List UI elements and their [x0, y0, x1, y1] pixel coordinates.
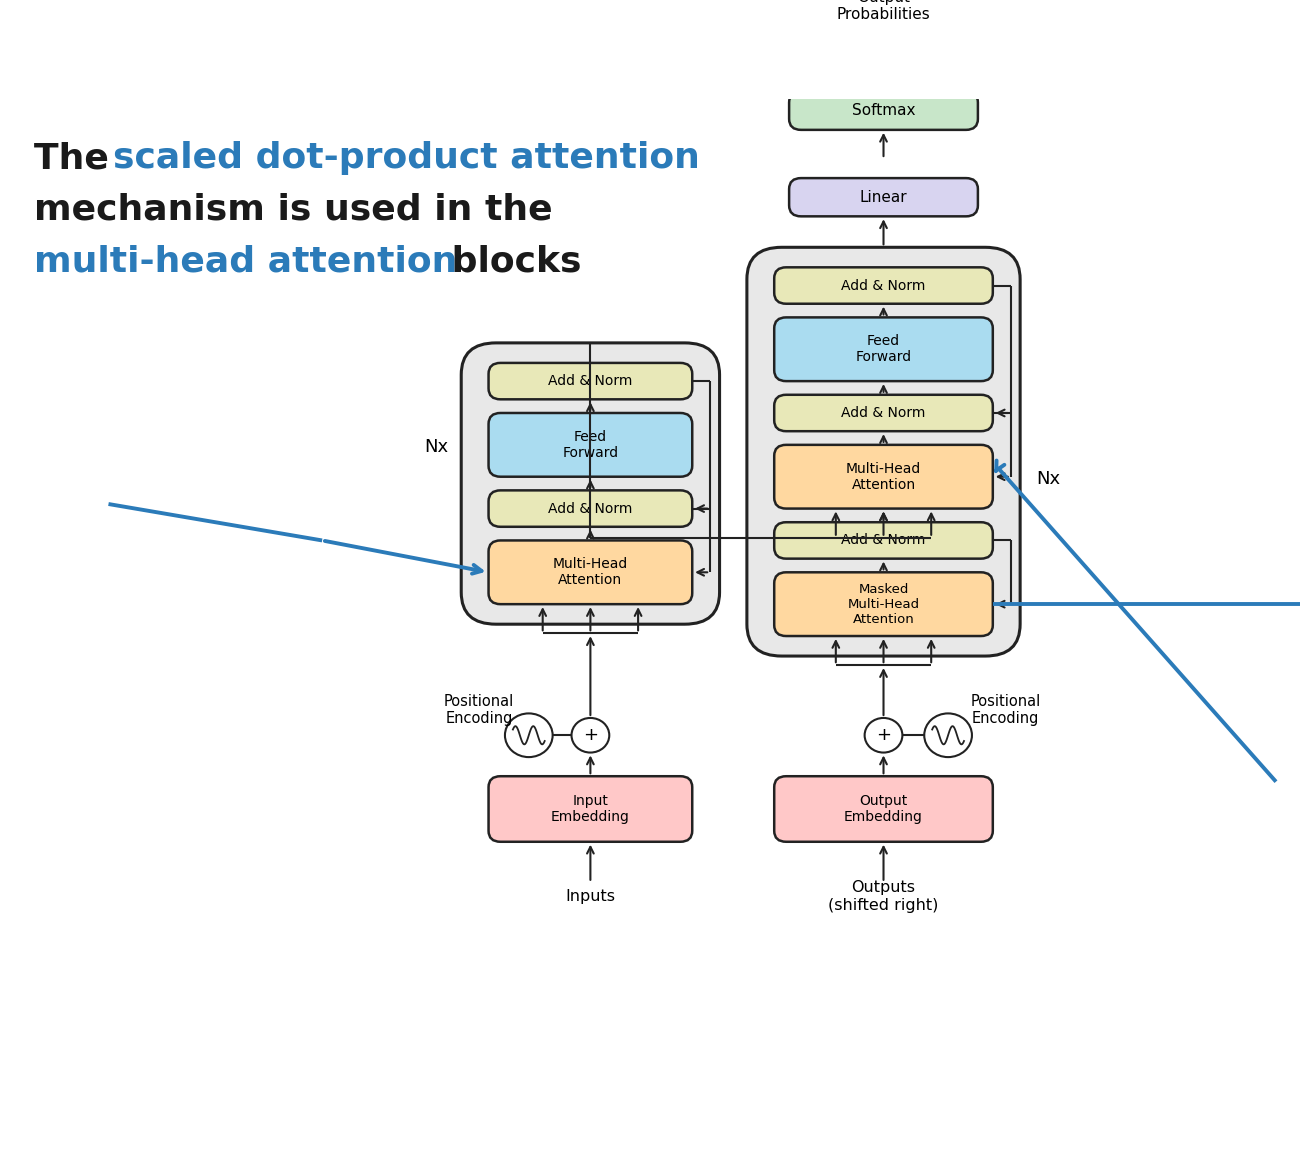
- FancyBboxPatch shape: [775, 317, 992, 381]
- FancyBboxPatch shape: [489, 363, 692, 399]
- FancyBboxPatch shape: [775, 776, 992, 842]
- Text: mechanism is used in the: mechanism is used in the: [34, 193, 553, 227]
- Text: +: +: [583, 727, 599, 744]
- Text: Softmax: Softmax: [852, 104, 915, 118]
- Text: Nx: Nx: [424, 438, 449, 457]
- FancyBboxPatch shape: [462, 343, 720, 624]
- FancyBboxPatch shape: [489, 490, 692, 527]
- Text: blocks: blocks: [439, 245, 582, 278]
- Text: Positional
Encoding: Positional Encoding: [443, 693, 514, 726]
- FancyBboxPatch shape: [775, 522, 992, 559]
- FancyBboxPatch shape: [489, 776, 692, 842]
- FancyBboxPatch shape: [789, 92, 978, 130]
- FancyBboxPatch shape: [489, 540, 692, 604]
- Text: Positional
Encoding: Positional Encoding: [970, 693, 1041, 726]
- FancyBboxPatch shape: [489, 413, 692, 477]
- Text: Output
Embedding: Output Embedding: [844, 793, 923, 825]
- FancyBboxPatch shape: [775, 445, 992, 508]
- Text: Add & Norm: Add & Norm: [841, 278, 926, 292]
- Text: Add & Norm: Add & Norm: [841, 534, 926, 547]
- Text: multi-head attention: multi-head attention: [34, 245, 458, 278]
- Text: Feed
Forward: Feed Forward: [855, 335, 911, 365]
- Text: Masked
Multi-Head
Attention: Masked Multi-Head Attention: [848, 583, 919, 626]
- Text: Inputs: Inputs: [566, 889, 615, 904]
- Text: Add & Norm: Add & Norm: [548, 501, 632, 515]
- FancyBboxPatch shape: [747, 247, 1020, 656]
- Text: +: +: [876, 727, 891, 744]
- Text: Outputs
(shifted right): Outputs (shifted right): [828, 880, 939, 913]
- Text: Add & Norm: Add & Norm: [841, 406, 926, 420]
- FancyBboxPatch shape: [775, 394, 992, 431]
- Text: Multi-Head
Attention: Multi-Head Attention: [846, 461, 921, 492]
- Text: Multi-Head
Attention: Multi-Head Attention: [553, 558, 629, 588]
- Text: Input
Embedding: Input Embedding: [552, 793, 630, 825]
- FancyBboxPatch shape: [775, 267, 992, 304]
- Text: Linear: Linear: [859, 190, 908, 205]
- Text: scaled dot-product attention: scaled dot-product attention: [113, 141, 700, 175]
- Text: Feed
Forward: Feed Forward: [562, 430, 618, 460]
- Text: Add & Norm: Add & Norm: [548, 374, 632, 388]
- Text: Nx: Nx: [1035, 470, 1060, 488]
- Text: The: The: [34, 141, 121, 175]
- Text: Output
Probabilities: Output Probabilities: [837, 0, 930, 22]
- FancyBboxPatch shape: [775, 573, 992, 636]
- FancyBboxPatch shape: [789, 178, 978, 216]
